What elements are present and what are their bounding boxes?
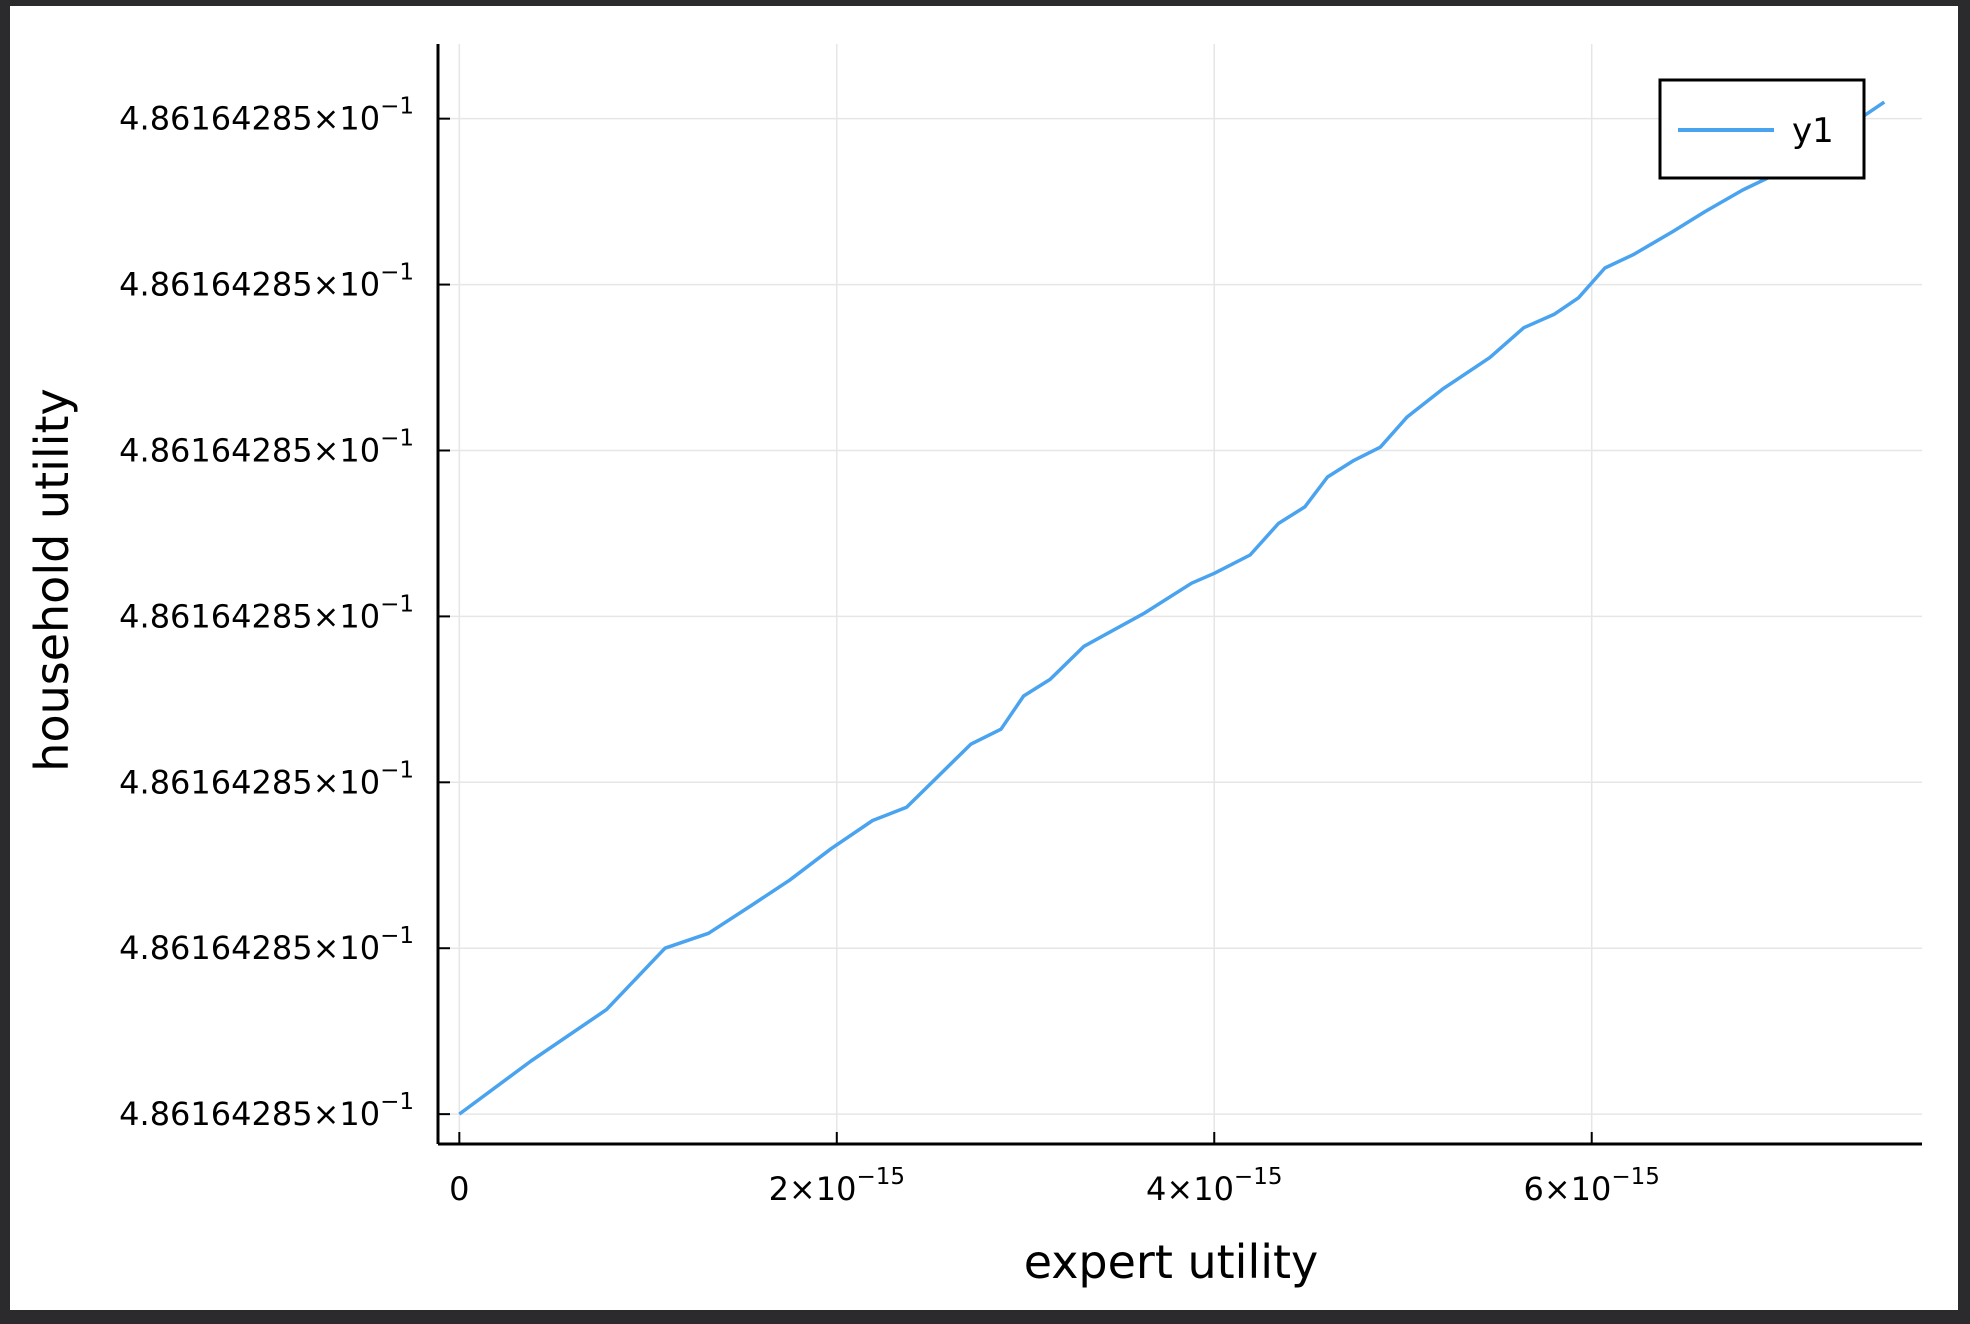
axes bbox=[436, 44, 1922, 1146]
x-tick-label-0: 0 bbox=[449, 1170, 469, 1208]
legend: y1 bbox=[1658, 78, 1866, 180]
y-tick-label-5: 4.86164285×10−1 bbox=[119, 260, 414, 304]
y-tick-label-2: 4.86164285×10−1 bbox=[119, 757, 414, 801]
legend-label-y1: y1 bbox=[1792, 111, 1834, 151]
line-chart: 0 2×10−15 4×10−15 6×10−15 4.86164285×10−1 4.8… bbox=[25, 44, 1922, 1289]
x-tick-label-1: 2×10−15 bbox=[769, 1164, 905, 1208]
y-tick-label-6: 4.86164285×10−1 bbox=[119, 94, 414, 138]
y-axis-label: household utility bbox=[25, 388, 79, 771]
x-axis-label: expert utility bbox=[1024, 1235, 1319, 1289]
y-tick-label-0: 4.86164285×10−1 bbox=[119, 1089, 414, 1133]
grid bbox=[438, 44, 1922, 1144]
y-tick-label-4: 4.86164285×10−1 bbox=[119, 425, 414, 469]
figure: 0 2×10−15 4×10−15 6×10−15 4.86164285×10−1 4.8… bbox=[10, 6, 1958, 1310]
y-tick-label-3: 4.86164285×10−1 bbox=[119, 591, 414, 635]
series-line-y1 bbox=[458, 100, 1886, 1116]
tick-labels: 0 2×10−15 4×10−15 6×10−15 4.86164285×10−1 4.8… bbox=[119, 94, 1660, 1208]
y-tick-label-1: 4.86164285×10−1 bbox=[119, 923, 414, 967]
series bbox=[458, 100, 1886, 1116]
x-tick-label-3: 6×10−15 bbox=[1524, 1164, 1660, 1208]
x-tick-label-2: 4×10−15 bbox=[1146, 1164, 1282, 1208]
